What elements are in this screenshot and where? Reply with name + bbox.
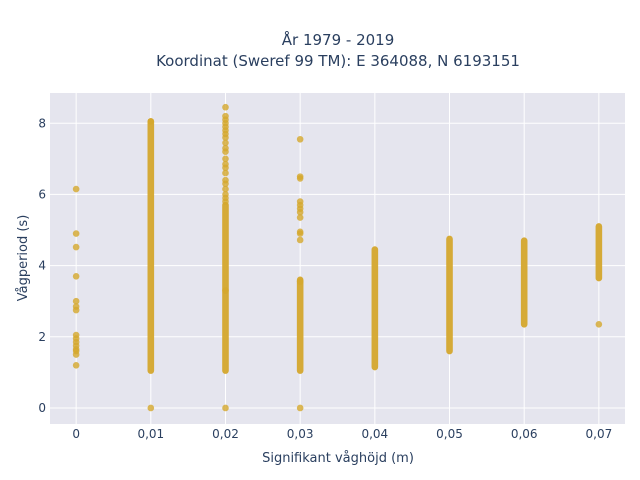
data-point [296,230,304,237]
y-tick-label: 8 [38,116,46,130]
y-axis-title: Vågperiod (s) [16,215,31,302]
y-tick-label: 2 [38,330,46,344]
data-point [222,185,229,193]
x-tick-label: 0,06 [511,427,538,441]
chart-title-line2: Koordinat (Sweref 99 TM): E 364088, N 61… [156,52,520,70]
y-tick-labels: 0 2 4 6 8 [38,116,46,415]
data-point-range [371,246,379,371]
data-point-range [595,223,603,282]
data-point [72,361,80,369]
data-point [72,297,80,305]
y-tick-label: 6 [38,187,46,201]
data-point [72,306,80,314]
data-point [222,164,229,172]
data-point [147,118,155,125]
data-point [296,404,304,412]
plot-area [50,93,625,424]
data-point [222,134,229,141]
y-tick-label: 0 [38,401,46,415]
data-point [222,148,229,156]
x-tick-label: 0,07 [586,427,613,441]
data-point [222,139,229,147]
data-point [222,180,229,188]
data-point-range [147,118,155,374]
data-point [222,287,229,294]
data-point [147,404,155,412]
x-tick-labels: 0 0,01 0,02 0,03 0,04 0,05 0,06 0,07 [72,427,612,441]
data-point [296,135,304,143]
data-point-range [520,237,528,328]
data-point [222,198,229,205]
chart-title-line1: År 1979 - 2019 [282,30,395,49]
x-tick-label: 0,02 [212,427,239,441]
data-point [222,103,229,111]
points-layer [72,103,603,412]
x-tick-label: 0,01 [137,427,164,441]
data-point [296,214,304,221]
data-point [296,278,304,285]
x-tick-label: 0,05 [436,427,463,441]
data-point [72,230,80,237]
data-point-range [296,276,304,374]
data-point [222,169,229,177]
data-point [595,321,603,328]
x-axis-title: Signifikant våghöjd (m) [262,451,414,466]
data-point [296,236,304,244]
x-tick-label: 0 [72,427,80,441]
x-tick-label: 0,03 [287,427,314,441]
data-point [72,351,80,358]
data-point [72,243,80,251]
data-point [72,185,80,193]
data-point [72,272,80,280]
x-tick-label: 0,04 [361,427,388,441]
data-point [222,155,229,163]
data-point [296,208,304,216]
data-point [222,404,229,412]
y-tick-label: 4 [38,259,46,273]
data-point [296,175,304,182]
data-point-range [446,235,453,355]
